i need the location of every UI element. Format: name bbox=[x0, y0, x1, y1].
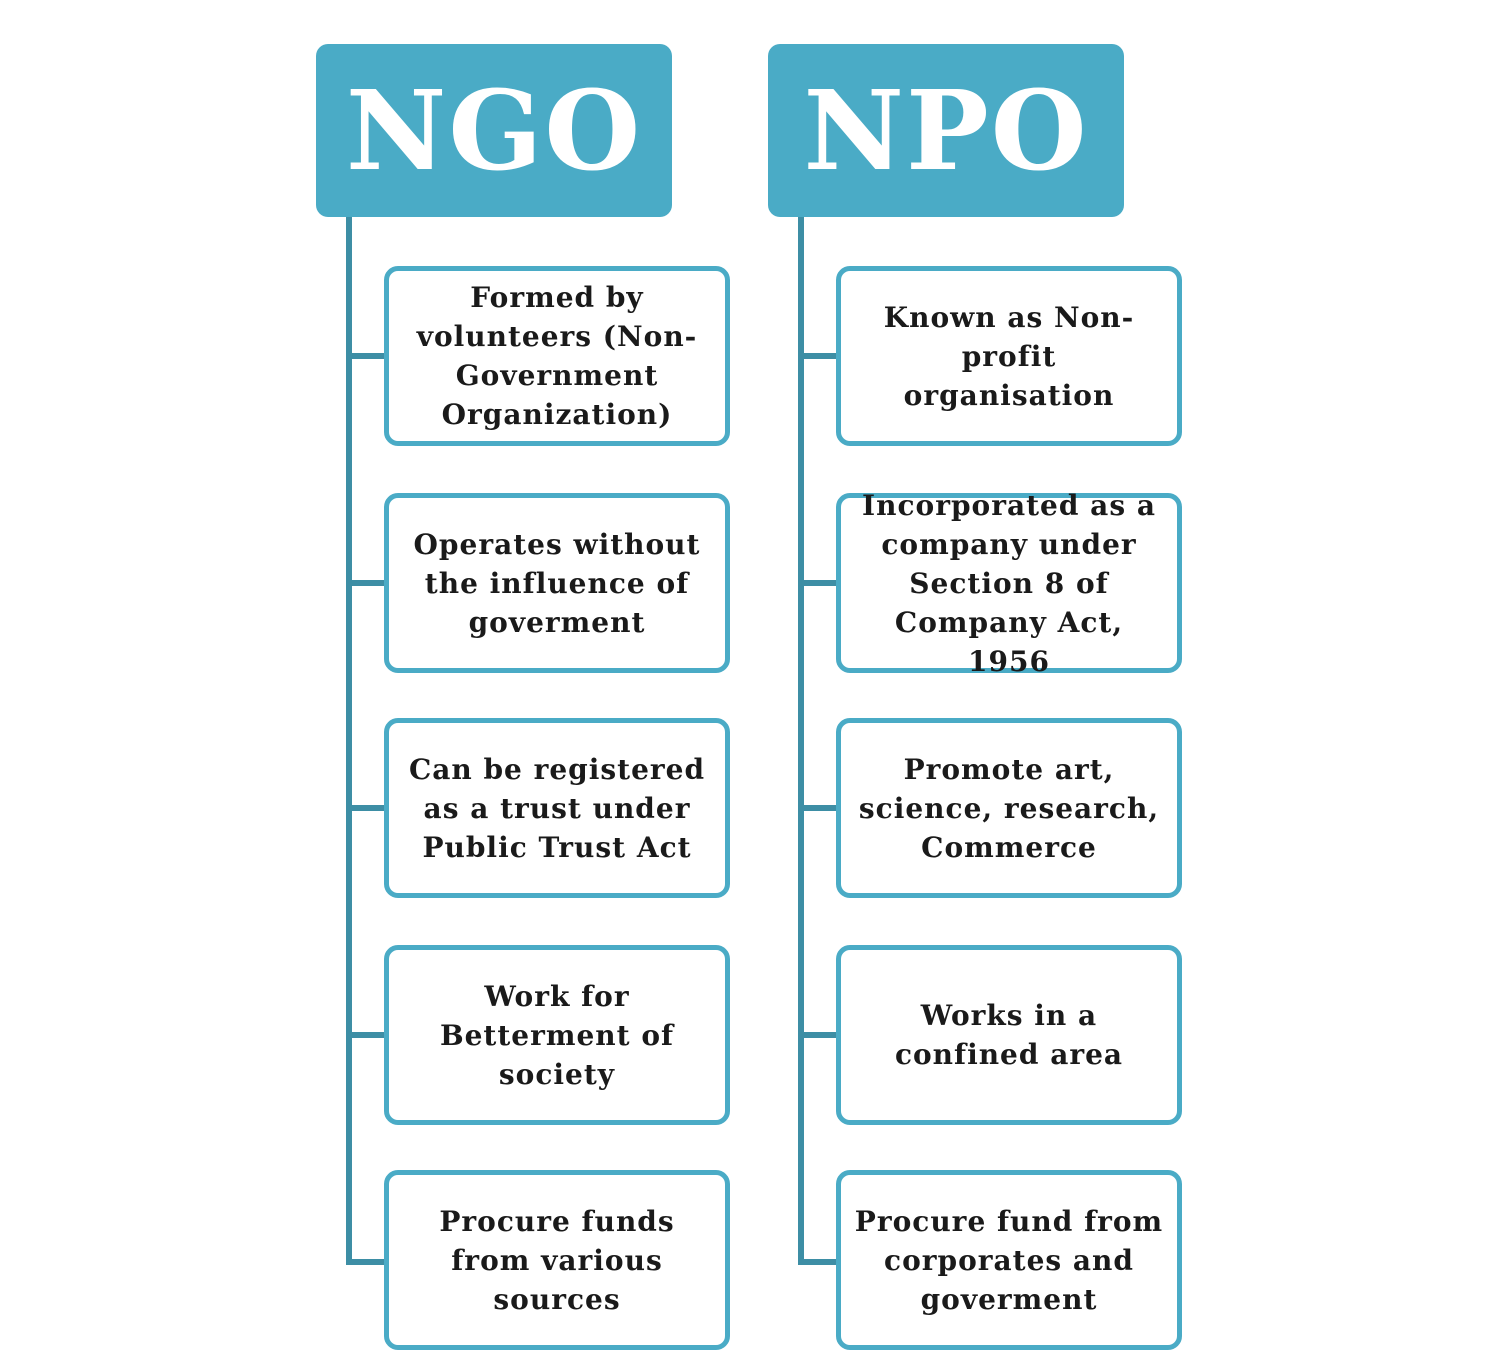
ngo-item-text: Procure funds from various sources bbox=[439, 1204, 675, 1316]
ngo-item-box: Can be registered as a trust under Publi… bbox=[384, 718, 730, 898]
npo-item-box: Promote art, science, research, Commerce bbox=[836, 718, 1182, 898]
ngo-connector bbox=[346, 805, 386, 811]
npo-item-box: Works in a confined area bbox=[836, 945, 1182, 1125]
npo-column: NPO Known as Non-profit organisation Inc… bbox=[768, 0, 1228, 1360]
npo-item-text: Promote art, science, research, Commerce bbox=[858, 752, 1160, 864]
ngo-item-text: Work for Betterment of society bbox=[439, 979, 675, 1091]
npo-item-box: Incorporated as a company under Section … bbox=[836, 489, 1182, 678]
ngo-connector bbox=[346, 1259, 386, 1265]
ngo-item-box: Operates without the influence of goverm… bbox=[384, 493, 730, 673]
npo-connector bbox=[798, 805, 838, 811]
npo-item-text: Procure fund from corporates and goverme… bbox=[854, 1204, 1164, 1316]
npo-header: NPO bbox=[768, 44, 1124, 217]
npo-connector bbox=[798, 1259, 838, 1265]
npo-connector bbox=[798, 580, 838, 586]
npo-item-text: Incorporated as a company under Section … bbox=[862, 488, 1156, 678]
npo-item-text: Works in a confined area bbox=[894, 999, 1124, 1071]
npo-item-box: Known as Non-profit organisation bbox=[836, 266, 1182, 446]
npo-item-box: Procure fund from corporates and goverme… bbox=[836, 1170, 1182, 1350]
ngo-title: NGO bbox=[345, 65, 643, 195]
ngo-item-box: Procure funds from various sources bbox=[384, 1170, 730, 1350]
ngo-connector bbox=[346, 580, 386, 586]
npo-item-text: Known as Non-profit organisation bbox=[883, 300, 1135, 412]
ngo-connector bbox=[346, 353, 386, 359]
ngo-item-text: Can be registered as a trust under Publi… bbox=[408, 752, 706, 864]
npo-title: NPO bbox=[803, 65, 1089, 195]
ngo-item-text: Operates without the influence of goverm… bbox=[413, 527, 701, 639]
ngo-spine-line bbox=[346, 217, 352, 1265]
ngo-item-box: Work for Betterment of society bbox=[384, 945, 730, 1125]
ngo-item-text: Formed by volunteers (Non-Government Org… bbox=[416, 281, 698, 431]
npo-connector bbox=[798, 353, 838, 359]
npo-spine-line bbox=[798, 217, 804, 1265]
ngo-item-box: Formed by volunteers (Non-Government Org… bbox=[384, 266, 730, 446]
npo-connector bbox=[798, 1032, 838, 1038]
ngo-connector bbox=[346, 1032, 386, 1038]
ngo-header: NGO bbox=[316, 44, 672, 217]
ngo-column: NGO Formed by volunteers (Non-Government… bbox=[316, 0, 776, 1360]
